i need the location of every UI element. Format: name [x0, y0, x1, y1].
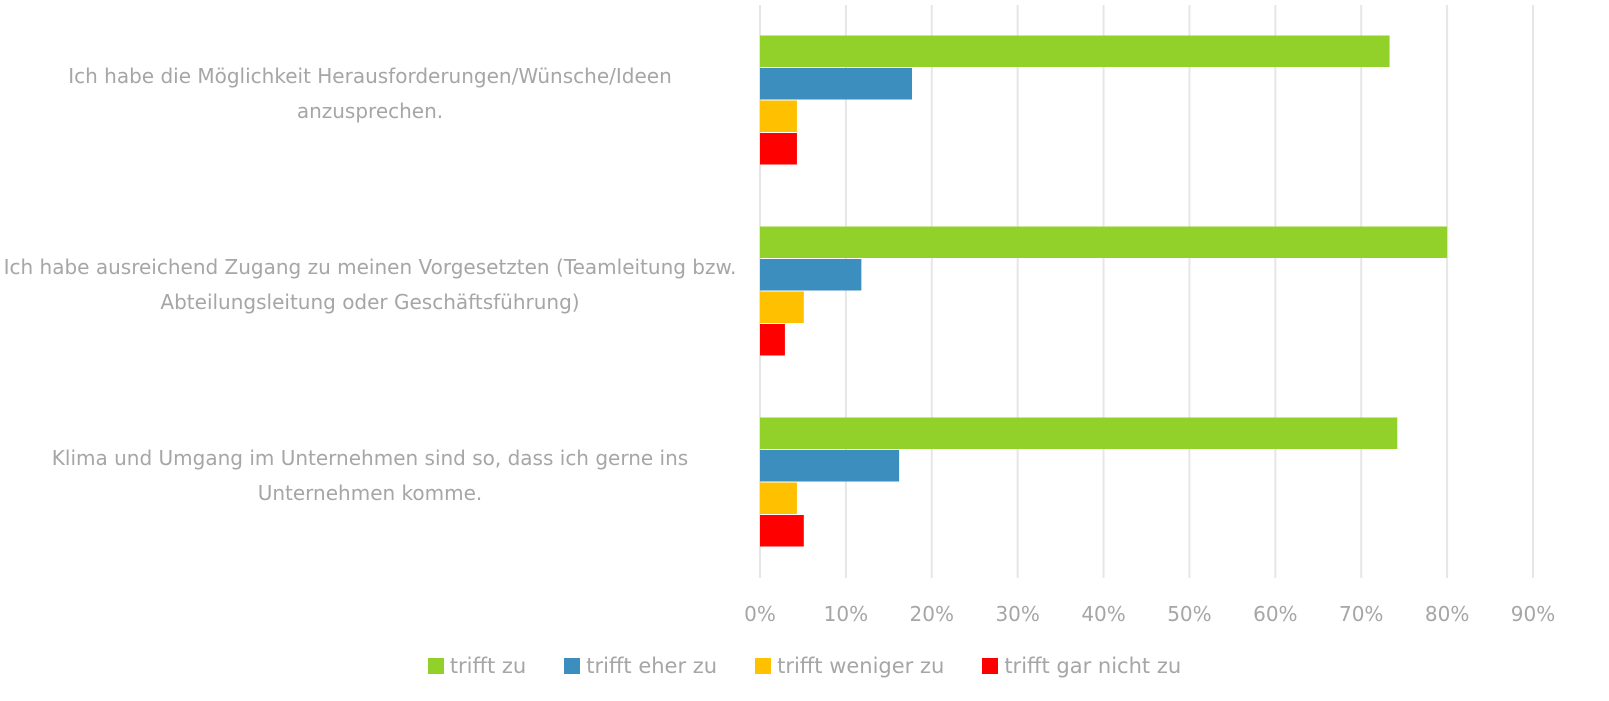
bar — [760, 68, 913, 100]
x-tick-label: 0% — [744, 602, 776, 626]
bar — [760, 482, 797, 514]
x-tick-label: 40% — [1081, 602, 1125, 626]
legend-item: trifft gar nicht zu — [982, 654, 1181, 678]
legend: trifft zu trifft eher zu trifft weniger zu… — [0, 654, 1609, 678]
legend-label: trifft eher zu — [586, 654, 718, 678]
x-tick-label: 20% — [910, 602, 954, 626]
bar — [760, 417, 1398, 449]
bar — [760, 291, 804, 323]
bar — [760, 133, 797, 165]
bar — [760, 515, 804, 547]
legend-item: trifft weniger zu — [755, 654, 944, 678]
category-label: Klima und Umgang im Unternehmen sind so,… — [51, 445, 689, 505]
legend-swatch — [755, 658, 772, 674]
bar — [760, 100, 797, 132]
x-tick-label: 60% — [1253, 602, 1297, 626]
x-tick-label: 30% — [995, 602, 1039, 626]
category-label: Ich habe die Möglichkeit Herausforderung… — [68, 63, 672, 123]
bar — [760, 35, 1390, 67]
legend-swatch — [982, 658, 999, 674]
x-tick-label: 70% — [1339, 602, 1383, 626]
bar — [760, 259, 862, 291]
legend-label: trifft gar nicht zu — [1004, 654, 1182, 678]
legend-item: trifft zu — [427, 654, 527, 678]
x-tick-label: 10% — [824, 602, 868, 626]
legend-swatch — [427, 658, 444, 674]
bar — [760, 226, 1448, 258]
bar — [760, 324, 785, 356]
legend-swatch — [564, 658, 581, 674]
category-label: Ich habe ausreichend Zugang zu meinen Vo… — [3, 254, 737, 314]
x-tick-label: 90% — [1511, 602, 1555, 626]
x-tick-label: 80% — [1425, 602, 1469, 626]
legend-label: trifft weniger zu — [777, 654, 945, 678]
legend-label: trifft zu — [449, 654, 527, 678]
x-tick-label: 50% — [1167, 602, 1211, 626]
bar — [760, 450, 900, 482]
legend-item: trifft eher zu — [564, 654, 717, 678]
